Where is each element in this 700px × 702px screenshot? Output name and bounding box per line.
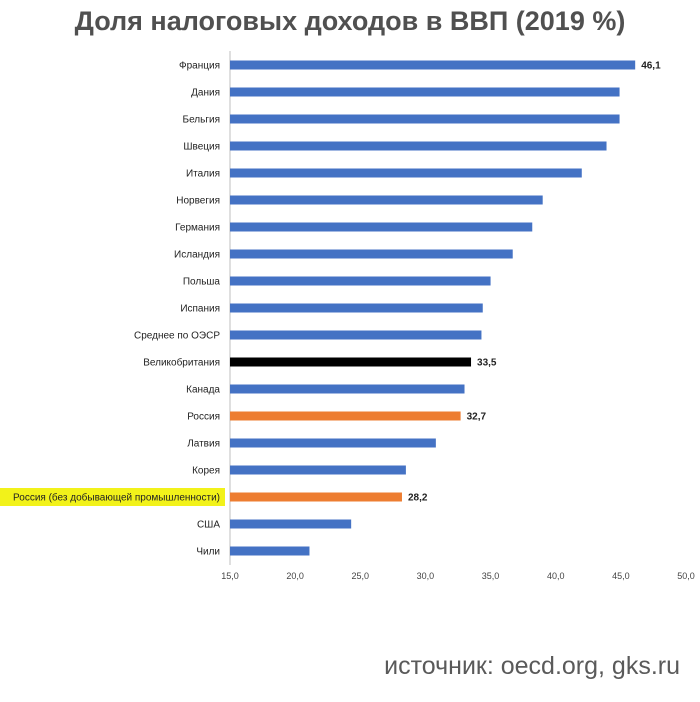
- x-tick-label: 15,0: [221, 571, 239, 581]
- x-tick-label: 25,0: [352, 571, 370, 581]
- x-tick-label: 45,0: [612, 571, 630, 581]
- data-label: 33,5: [477, 358, 497, 369]
- category-label: Швеция: [183, 142, 220, 153]
- bar: [230, 519, 352, 529]
- category-label: Франция: [179, 61, 220, 72]
- bar: [230, 249, 513, 259]
- category-label: Корея: [192, 466, 220, 477]
- data-label: 32,7: [467, 412, 487, 423]
- x-tick-label: 50,0: [677, 571, 695, 581]
- bar: [230, 492, 402, 502]
- bar: [230, 384, 465, 394]
- data-label: 28,2: [408, 493, 428, 504]
- category-label: Германия: [175, 223, 220, 234]
- category-label: Великобритания: [143, 357, 220, 369]
- category-label: Чили: [196, 547, 220, 558]
- bar: [230, 276, 491, 286]
- bar: [230, 357, 472, 367]
- bar: [230, 303, 483, 313]
- category-label: Россия: [187, 412, 220, 423]
- data-label: 46,1: [641, 61, 661, 72]
- category-highlight: [0, 488, 225, 506]
- category-label: Канада: [186, 385, 220, 396]
- category-label: Италия: [186, 169, 220, 180]
- category-label: Среднее по ОЭСР: [134, 331, 220, 342]
- bar: [230, 411, 461, 421]
- category-label: Дания: [191, 88, 220, 99]
- category-label: Бельгия: [183, 115, 221, 126]
- category-label: Россия (без добывающей промышленности): [13, 492, 220, 504]
- bar: [230, 222, 533, 232]
- x-tick-label: 20,0: [286, 571, 304, 581]
- bar: [230, 438, 436, 448]
- category-label: Испания: [180, 304, 220, 315]
- bar: [230, 141, 607, 151]
- bar: [230, 465, 406, 475]
- category-label: Латвия: [187, 439, 220, 450]
- bar: [230, 168, 582, 178]
- x-tick-label: 35,0: [482, 571, 500, 581]
- bar: [230, 330, 482, 340]
- bar: [230, 114, 620, 124]
- x-tick-label: 30,0: [417, 571, 435, 581]
- category-label: Норвегия: [176, 196, 220, 207]
- source-caption: источник: oecd.org, gks.ru: [384, 652, 680, 680]
- bar: [230, 87, 620, 97]
- bar: [230, 195, 543, 205]
- bar: [230, 60, 636, 70]
- category-label: Исландия: [174, 250, 220, 261]
- x-tick-label: 40,0: [547, 571, 565, 581]
- category-label: США: [197, 520, 220, 531]
- category-label: Польша: [183, 277, 221, 288]
- chart-title: Доля налоговых доходов в ВВП (2019 %): [74, 6, 626, 36]
- bar: [230, 546, 310, 556]
